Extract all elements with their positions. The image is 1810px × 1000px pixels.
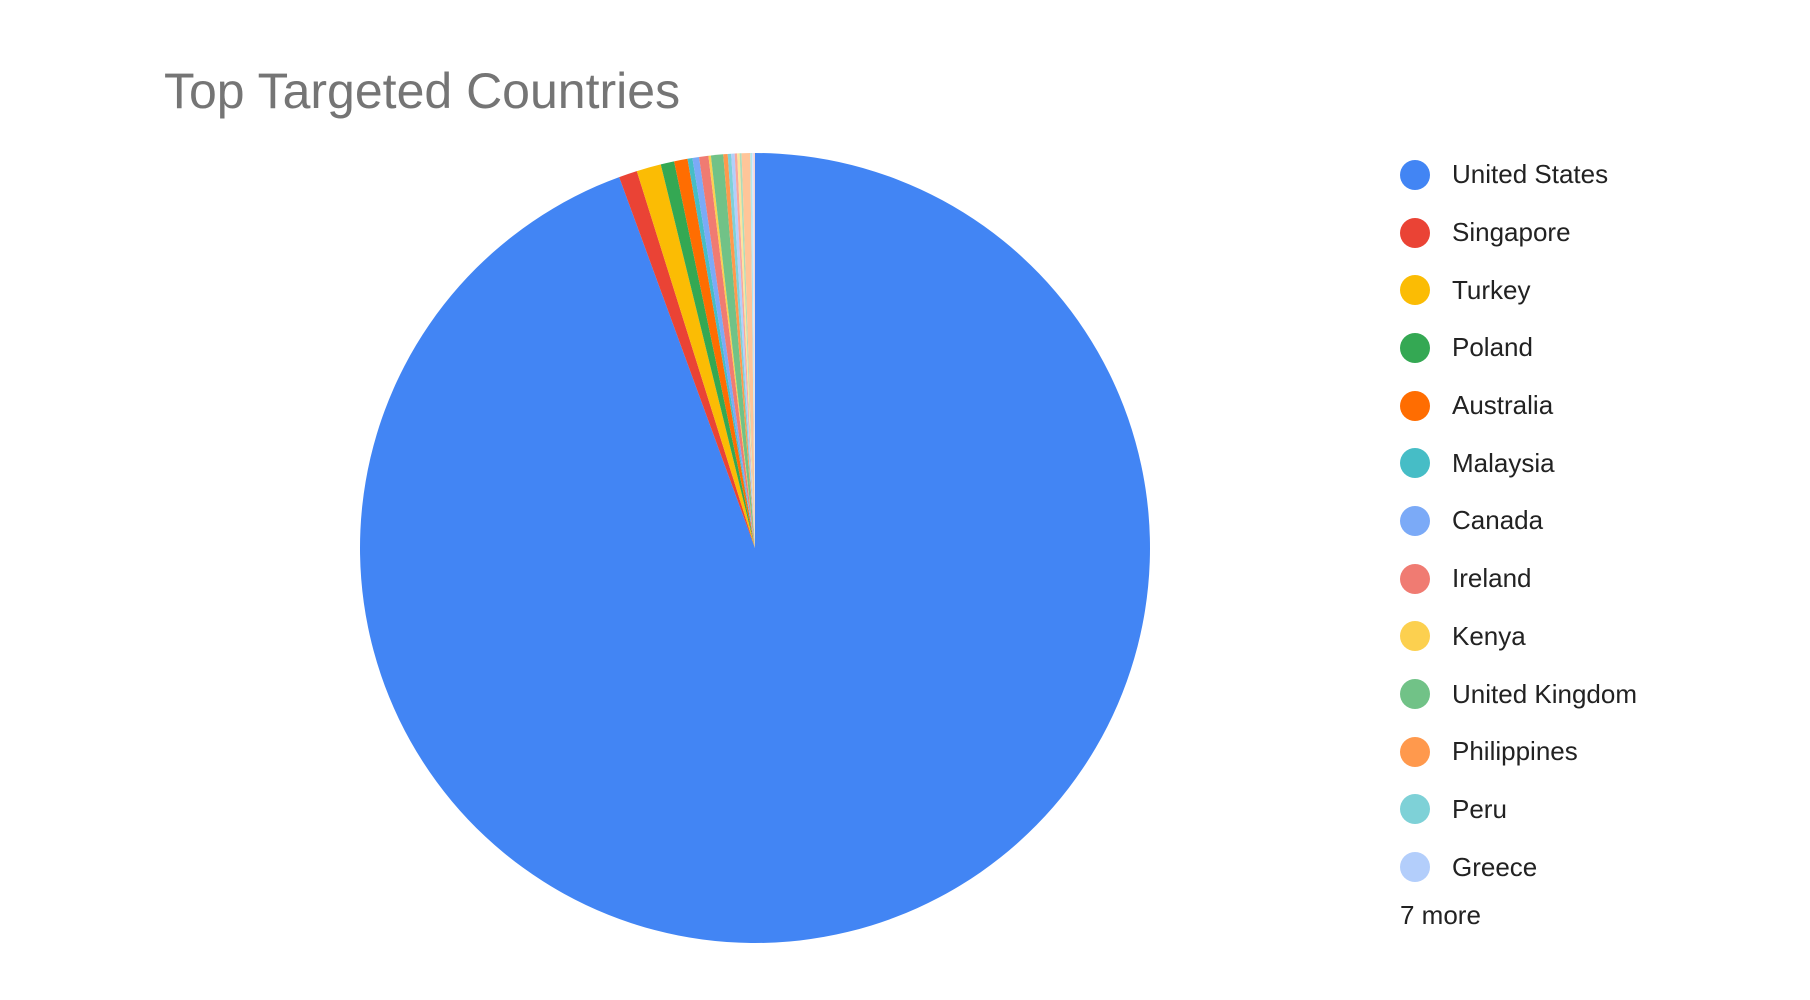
pie-slice-other-14[interactable] bbox=[737, 153, 755, 548]
legend-item[interactable]: Greece bbox=[1400, 838, 1637, 896]
legend-label: United Kingdom bbox=[1452, 678, 1637, 709]
pie-slice-other-16[interactable] bbox=[741, 153, 755, 549]
pie-slice-other-17[interactable] bbox=[750, 153, 755, 548]
legend-label: Singapore bbox=[1452, 217, 1571, 248]
legend-item[interactable]: Poland bbox=[1400, 319, 1637, 377]
pie-slice-singapore[interactable] bbox=[619, 171, 755, 549]
legend-item[interactable]: Canada bbox=[1400, 492, 1637, 550]
pie-slice-philippines[interactable] bbox=[723, 153, 755, 549]
legend-item[interactable]: Australia bbox=[1400, 377, 1637, 435]
legend-swatch bbox=[1400, 275, 1430, 306]
pie-slice-other-13[interactable] bbox=[734, 153, 755, 549]
legend-item[interactable]: Malaysia bbox=[1400, 434, 1637, 492]
legend-swatch bbox=[1400, 159, 1430, 190]
legend-swatch bbox=[1400, 794, 1430, 825]
pie-slice-united-kingdom[interactable] bbox=[710, 154, 755, 548]
legend-item[interactable]: Ireland bbox=[1400, 550, 1637, 608]
legend-swatch bbox=[1400, 736, 1430, 767]
legend-swatch bbox=[1400, 390, 1430, 421]
pie-slice-peru[interactable] bbox=[727, 153, 755, 548]
legend-label: Poland bbox=[1452, 332, 1533, 363]
legend-item[interactable]: United States bbox=[1400, 146, 1637, 204]
pie-slice-canada[interactable] bbox=[692, 156, 755, 549]
legend-label: Canada bbox=[1452, 505, 1544, 536]
legend-swatch bbox=[1400, 448, 1430, 479]
pie-slice-kenya[interactable] bbox=[708, 155, 755, 548]
legend-item[interactable]: Kenya bbox=[1400, 608, 1637, 666]
legend: United States Singapore Turkey Poland Austra… bbox=[1400, 146, 1637, 931]
legend-swatch bbox=[1400, 621, 1430, 652]
legend-more-link[interactable]: 7 more bbox=[1400, 899, 1481, 930]
pie-slice-ireland[interactable] bbox=[699, 155, 755, 549]
legend-swatch bbox=[1400, 563, 1430, 594]
pie-slice-poland[interactable] bbox=[660, 161, 755, 548]
legend-swatch bbox=[1400, 505, 1430, 536]
pie-slice-greece[interactable] bbox=[731, 153, 755, 549]
legend-label: Peru bbox=[1452, 793, 1507, 824]
pie-slice-australia[interactable] bbox=[674, 158, 755, 549]
legend-item[interactable]: Singapore bbox=[1400, 204, 1637, 262]
pie-slice-other-18[interactable] bbox=[752, 153, 755, 548]
pie-slice-other-19[interactable] bbox=[753, 153, 755, 548]
legend-label: Australia bbox=[1452, 390, 1554, 421]
legend-item[interactable]: Peru bbox=[1400, 781, 1637, 839]
legend-swatch bbox=[1400, 852, 1430, 883]
legend-swatch bbox=[1400, 332, 1430, 363]
legend-swatch bbox=[1400, 217, 1430, 248]
legend-label: Malaysia bbox=[1452, 447, 1555, 478]
pie-slice-other-15[interactable] bbox=[739, 153, 755, 548]
legend-label: United States bbox=[1452, 159, 1609, 190]
legend-label: Philippines bbox=[1452, 736, 1578, 767]
pie-slice-malaysia[interactable] bbox=[687, 157, 755, 548]
legend-label: Kenya bbox=[1452, 620, 1526, 651]
legend-item[interactable]: United Kingdom bbox=[1400, 665, 1637, 723]
legend-label: Greece bbox=[1452, 851, 1538, 882]
legend-label: Turkey bbox=[1452, 274, 1531, 305]
legend-item[interactable]: Turkey bbox=[1400, 261, 1637, 319]
legend-swatch bbox=[1400, 679, 1430, 710]
legend-label: Ireland bbox=[1452, 563, 1532, 594]
legend-item[interactable]: Philippines bbox=[1400, 723, 1637, 781]
chart-title: Top Targeted Countries bbox=[164, 63, 681, 119]
pie-slice-turkey[interactable] bbox=[636, 164, 755, 548]
